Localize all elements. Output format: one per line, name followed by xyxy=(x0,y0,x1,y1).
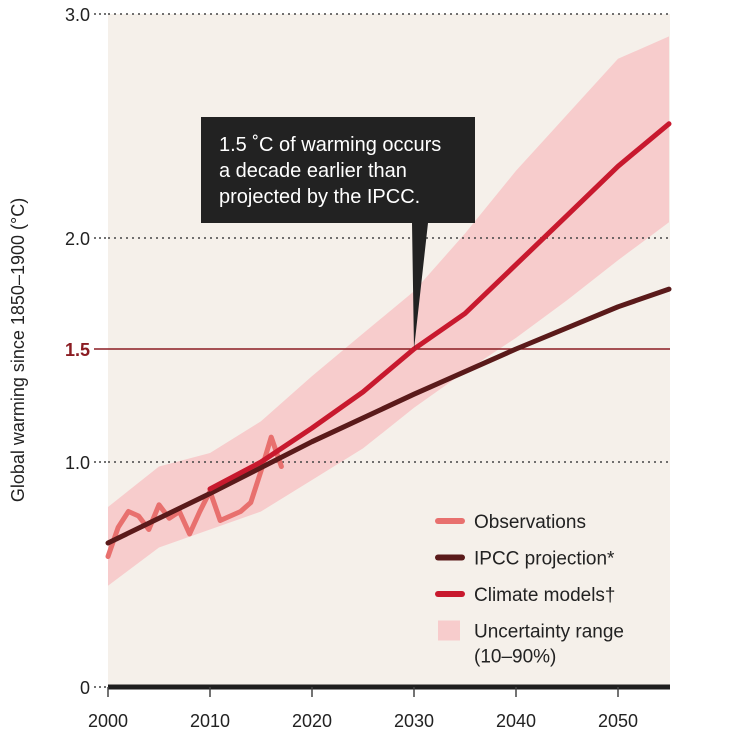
x-tick-label: 2050 xyxy=(598,711,638,731)
callout-layer: 1.5 ˚C of warming occurs a decade earlier… xyxy=(201,117,475,349)
legend-layer: Observations IPCC projection* Climate mode… xyxy=(435,512,624,668)
grid-layer xyxy=(108,13,670,463)
callout-text-line: 1.5 ˚C of warming occurs xyxy=(219,134,441,156)
legend-label: IPCC projection* xyxy=(474,549,615,570)
y-tick-label: 1.0 xyxy=(65,453,90,473)
x-tick-label: 2020 xyxy=(292,711,332,731)
legend-label: Climate models† xyxy=(474,585,616,606)
series-ipcc-projection xyxy=(105,286,672,546)
axis-layer: 0 1.0 1.5 2.0 3.0 2000 2010 2020 2030 2040 2050 xyxy=(65,5,670,731)
x-tick-label: 2010 xyxy=(190,711,230,731)
legend-label: Observations xyxy=(474,512,586,533)
uncertainty-band xyxy=(108,36,669,586)
callout-text-line: projected by the IPCC. xyxy=(219,186,420,208)
legend-label-line2: (10–90%) xyxy=(474,647,556,668)
x-tick-label: 2040 xyxy=(496,711,536,731)
x-tick-label: 2000 xyxy=(88,711,128,731)
y-tick-label: 3.0 xyxy=(65,5,90,25)
legend-swatch xyxy=(438,620,460,641)
legend-label: Uncertainty range xyxy=(474,622,624,643)
series-observations xyxy=(105,434,284,559)
y-axis-title: Global warming since 1850–1900 (°C) xyxy=(8,198,28,502)
uncertainty-band-layer xyxy=(108,36,669,586)
series-layer xyxy=(105,121,672,559)
callout-text-line: a decade earlier than xyxy=(219,160,407,182)
callout-box xyxy=(201,117,475,349)
y-tick-label: 2.0 xyxy=(65,229,90,249)
y-tick-label: 0 xyxy=(80,678,90,698)
y-tick-label: 1.5 xyxy=(65,340,90,360)
series-climate-models xyxy=(207,121,672,492)
x-tick-label: 2030 xyxy=(394,711,434,731)
